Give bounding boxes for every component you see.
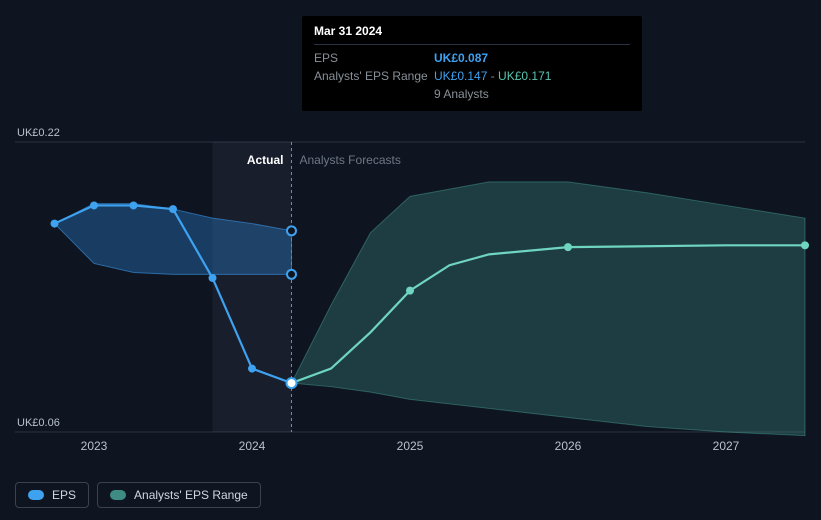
legend-label: EPS bbox=[52, 488, 76, 502]
tooltip-row: EPSUK£0.087 bbox=[314, 49, 630, 67]
svg-text:2027: 2027 bbox=[713, 439, 740, 453]
tooltip-value: 9 Analysts bbox=[434, 87, 630, 101]
tooltip-key: Analysts' EPS Range bbox=[314, 69, 434, 83]
tooltip-key: EPS bbox=[314, 51, 434, 65]
svg-text:Analysts Forecasts: Analysts Forecasts bbox=[300, 153, 401, 167]
svg-text:2025: 2025 bbox=[397, 439, 424, 453]
svg-text:2023: 2023 bbox=[81, 439, 108, 453]
svg-text:2024: 2024 bbox=[239, 439, 266, 453]
eps-chart[interactable]: UK£0.22 UK£0.06 Actual Analysts Forecasts 20… bbox=[15, 118, 805, 480]
tooltip-row: 9 Analysts bbox=[314, 85, 630, 103]
legend-item[interactable]: EPS bbox=[15, 482, 89, 508]
tooltip-value: UK£0.087 bbox=[434, 51, 630, 65]
tooltip-value: UK£0.147 - UK£0.171 bbox=[434, 69, 630, 83]
tooltip-key bbox=[314, 87, 434, 101]
legend-swatch bbox=[110, 490, 126, 500]
chart-legend: EPS Analysts' EPS Range bbox=[15, 482, 261, 508]
legend-label: Analysts' EPS Range bbox=[134, 488, 248, 502]
legend-swatch bbox=[28, 490, 44, 500]
legend-item[interactable]: Analysts' EPS Range bbox=[97, 482, 261, 508]
svg-text:2026: 2026 bbox=[555, 439, 582, 453]
svg-text:UK£0.06: UK£0.06 bbox=[17, 417, 60, 429]
tooltip-row: Analysts' EPS RangeUK£0.147 - UK£0.171 bbox=[314, 67, 630, 85]
chart-tooltip: Mar 31 2024 EPSUK£0.087Analysts' EPS Ran… bbox=[302, 16, 642, 111]
svg-text:UK£0.22: UK£0.22 bbox=[17, 127, 60, 139]
svg-text:Actual: Actual bbox=[247, 153, 284, 167]
tooltip-date: Mar 31 2024 bbox=[314, 24, 630, 45]
